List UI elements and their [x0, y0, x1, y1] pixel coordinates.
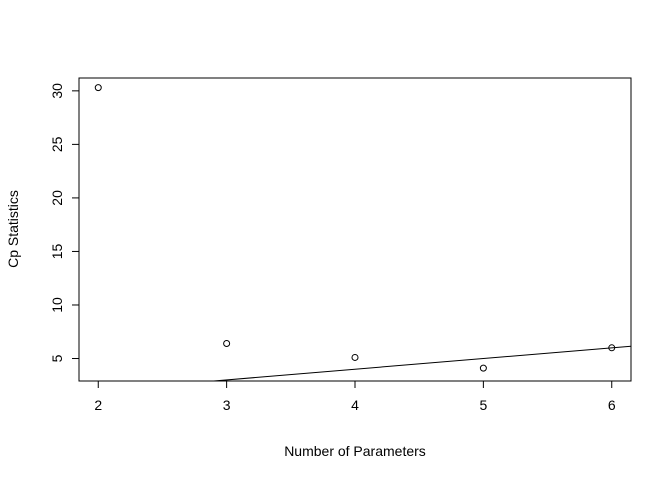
y-tick-label: 15 [49, 243, 65, 259]
data-point [479, 364, 487, 372]
x-tick-label: 3 [223, 397, 231, 413]
data-point [223, 340, 231, 348]
reference-line-layer [213, 345, 632, 382]
x-axis: 2 3 4 5 6 [94, 380, 616, 413]
data-point [94, 84, 102, 92]
y-axis-label: Cp Statistics [5, 190, 21, 268]
points-layer [94, 84, 616, 372]
y-tick-label: 25 [49, 136, 65, 152]
y-tick-label: 5 [49, 354, 65, 362]
x-tick-label: 4 [351, 397, 359, 413]
x-tick-label: 2 [94, 397, 102, 413]
y-tick-label: 30 [49, 83, 65, 99]
y-axis: 5 10 15 20 25 30 [49, 83, 80, 362]
reference-line [213, 345, 632, 382]
x-tick-label: 6 [608, 397, 616, 413]
x-axis-label: Number of Parameters [284, 443, 426, 459]
y-tick-label: 10 [49, 297, 65, 313]
y-tick-label: 20 [49, 190, 65, 206]
plot-box [78, 77, 632, 382]
data-point [351, 353, 359, 361]
x-tick-label: 5 [479, 397, 487, 413]
